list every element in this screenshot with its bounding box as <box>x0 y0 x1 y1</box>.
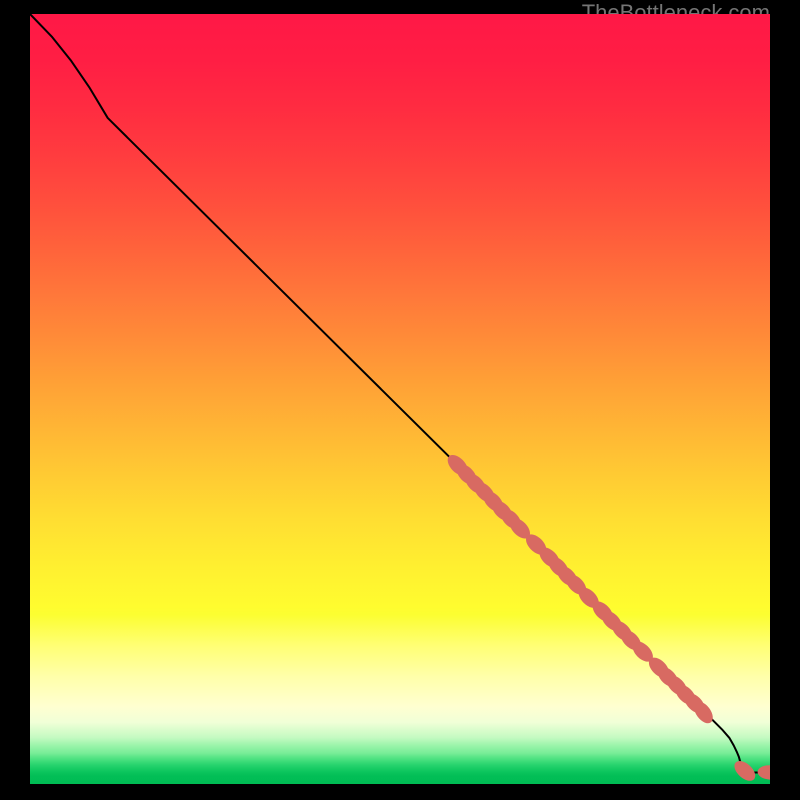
chart-svg <box>30 14 770 784</box>
chart-area <box>30 14 770 784</box>
